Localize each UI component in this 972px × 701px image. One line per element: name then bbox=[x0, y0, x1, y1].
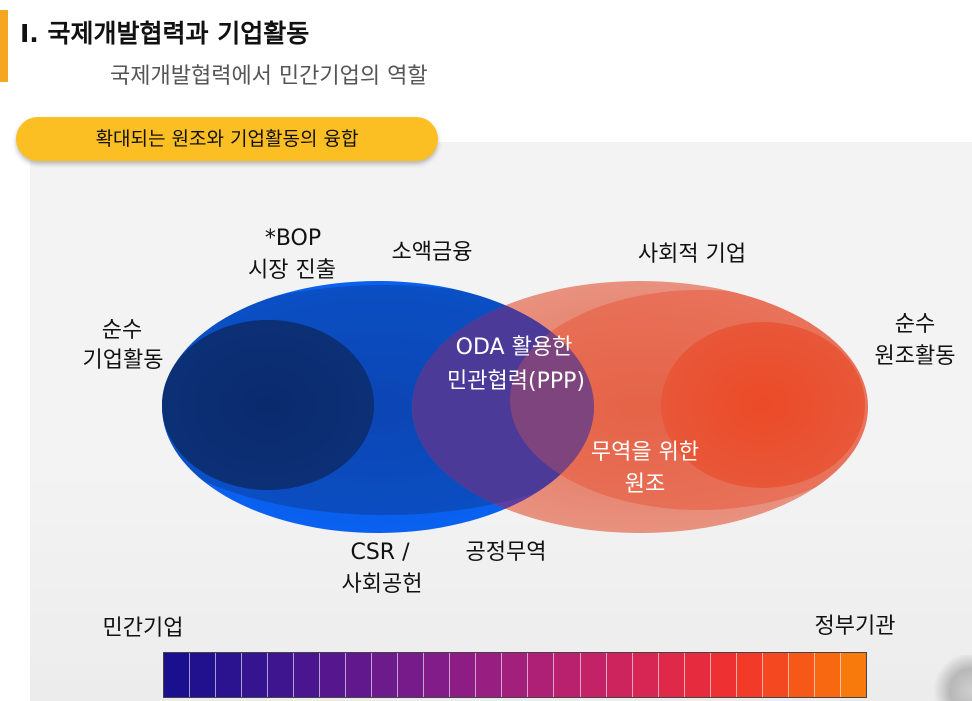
gradient-cell bbox=[190, 653, 217, 697]
gradient-cell bbox=[814, 653, 841, 697]
overlap-region bbox=[412, 281, 594, 533]
label-oda-ppp-1: ODA 활용한 bbox=[455, 335, 573, 360]
pure-aid-ellipse bbox=[661, 322, 865, 488]
gradient-cell bbox=[216, 653, 243, 697]
gradient-cell bbox=[372, 653, 399, 697]
scale-left-label: 민간기업 bbox=[102, 616, 184, 641]
sector-gradient-scale bbox=[163, 652, 867, 698]
label-pure-business-1: 순수 bbox=[101, 318, 143, 343]
header-accent-bar bbox=[0, 10, 8, 82]
label-fair-trade: 공정무역 bbox=[465, 540, 547, 565]
gradient-cell bbox=[762, 653, 789, 697]
label-social-enterprise: 사회적 기업 bbox=[637, 242, 747, 267]
gradient-cell bbox=[788, 653, 815, 697]
section-badge: 확대되는 원조와 기업활동의 융합 bbox=[16, 117, 438, 161]
gradient-cell bbox=[580, 653, 607, 697]
label-bop-market: 시장 진출 bbox=[248, 258, 336, 283]
section-badge-label: 확대되는 원조와 기업활동의 융합 bbox=[95, 128, 359, 150]
gradient-cell bbox=[632, 653, 659, 697]
gradient-cell bbox=[710, 653, 737, 697]
label-bop: *BOP bbox=[264, 226, 322, 251]
gradient-cell bbox=[242, 653, 269, 697]
page-title: I. 국제개발협력과 기업활동 bbox=[20, 19, 310, 48]
pure-business-ellipse-inner bbox=[162, 320, 374, 490]
overlap-emphasis bbox=[412, 281, 594, 533]
label-microfinance: 소액금융 bbox=[391, 240, 473, 265]
label-pure-aid-1: 순수 bbox=[894, 312, 936, 337]
gradient-cell bbox=[476, 653, 503, 697]
label-csr-social: 사회공헌 bbox=[341, 572, 423, 597]
label-pure-business-2: 기업활동 bbox=[82, 348, 164, 373]
presenter-silhouette bbox=[930, 655, 972, 701]
gradient-cell bbox=[346, 653, 373, 697]
gradient-cell bbox=[840, 653, 866, 697]
gradient-cell bbox=[554, 653, 581, 697]
gradient-cell bbox=[528, 653, 555, 697]
label-oda-ppp-2: 민관협력(PPP) bbox=[447, 369, 585, 394]
gradient-cell bbox=[424, 653, 451, 697]
gradient-cell bbox=[398, 653, 425, 697]
gradient-cell bbox=[320, 653, 347, 697]
scale-right-label: 정부기관 bbox=[814, 614, 896, 639]
gradient-cell bbox=[164, 653, 191, 697]
gradient-cell bbox=[502, 653, 529, 697]
gradient-cell bbox=[294, 653, 321, 697]
page-subtitle: 국제개발협력에서 민간기업의 역할 bbox=[110, 64, 428, 89]
gradient-cell bbox=[658, 653, 685, 697]
label-csr: CSR / bbox=[350, 540, 410, 565]
gradient-cell bbox=[268, 653, 295, 697]
label-pure-aid-2: 원조활동 bbox=[874, 344, 956, 369]
gradient-cell bbox=[606, 653, 633, 697]
gradient-cell bbox=[450, 653, 477, 697]
gradient-cell bbox=[736, 653, 763, 697]
label-aid-for-trade-2: 원조 bbox=[624, 472, 666, 497]
gradient-cell bbox=[684, 653, 711, 697]
label-aid-for-trade-1: 무역을 위한 bbox=[590, 440, 700, 465]
